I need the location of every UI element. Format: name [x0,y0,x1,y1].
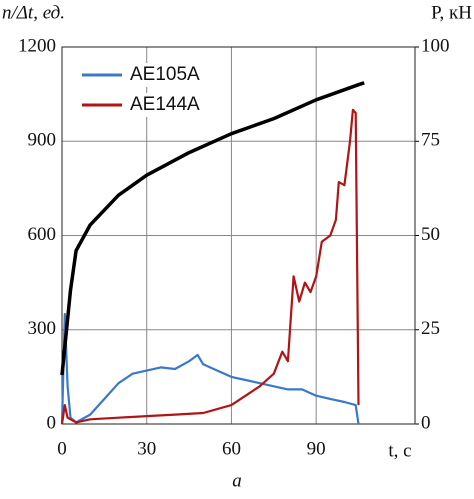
plot-frame [61,46,416,425]
y2-tick-label: 50 [421,224,440,245]
data-line [60,312,360,425]
y2-tick-label: 100 [421,35,450,56]
caption: а [232,470,242,491]
y2-tick-label: 75 [421,130,440,151]
y-axis-label: n/Δt, ед. [2,2,65,23]
y-tick-label: 300 [28,318,57,339]
x-tick-label: 60 [222,438,241,459]
y-tick-label: 0 [47,412,57,433]
y-tick-label: 900 [28,130,57,151]
y-tick-label: 1200 [18,35,56,56]
x-tick-label: 30 [137,438,156,459]
legend-label: AE105A [130,64,200,85]
x-tick-label: 0 [57,438,67,459]
data-line [60,108,360,425]
x-axis-label: t, с [388,440,411,461]
data-line [60,81,365,376]
legend-label: AE144A [130,94,200,115]
y2-tick-label: 0 [421,412,431,433]
x-tick-label: 90 [307,438,326,459]
y-tick-label: 600 [28,224,57,245]
y2-tick-label: 25 [421,318,440,339]
y2-axis-label: P, кН [431,2,472,23]
